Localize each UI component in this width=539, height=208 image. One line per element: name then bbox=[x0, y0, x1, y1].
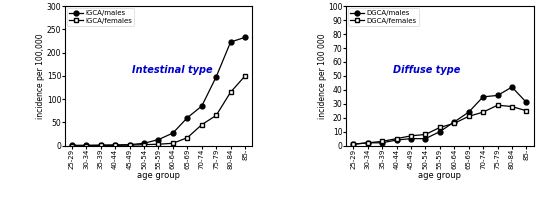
DGCA/males bbox=[350, 143, 356, 145]
IGCA/females bbox=[184, 136, 191, 139]
IGCA/males bbox=[98, 144, 104, 146]
Line: DGCA/males: DGCA/males bbox=[351, 85, 529, 147]
DGCA/males bbox=[364, 142, 371, 144]
IGCA/females bbox=[112, 144, 119, 147]
DGCA/males bbox=[466, 111, 472, 113]
DGCA/females bbox=[451, 122, 458, 125]
DGCA/females bbox=[407, 135, 414, 137]
IGCA/females bbox=[126, 144, 133, 146]
IGCA/males bbox=[83, 144, 89, 147]
DGCA/females bbox=[523, 109, 530, 112]
IGCA/females bbox=[198, 123, 205, 126]
DGCA/females bbox=[437, 126, 443, 129]
X-axis label: age group: age group bbox=[137, 171, 180, 180]
DGCA/females bbox=[466, 115, 472, 118]
DGCA/females bbox=[494, 104, 501, 106]
IGCA/males bbox=[141, 142, 147, 145]
IGCA/males bbox=[170, 132, 176, 134]
DGCA/females bbox=[393, 137, 400, 140]
DGCA/males bbox=[494, 94, 501, 97]
Legend: IGCA/males, IGCA/females: IGCA/males, IGCA/females bbox=[67, 8, 134, 26]
X-axis label: age group: age group bbox=[418, 171, 461, 180]
IGCA/females bbox=[98, 144, 104, 147]
IGCA/females bbox=[170, 142, 176, 145]
Line: IGCA/females: IGCA/females bbox=[70, 73, 247, 148]
DGCA/males bbox=[523, 101, 530, 104]
Line: IGCA/males: IGCA/males bbox=[70, 35, 247, 148]
DGCA/females bbox=[364, 142, 371, 144]
Line: DGCA/females: DGCA/females bbox=[351, 103, 529, 147]
DGCA/males bbox=[379, 142, 385, 144]
DGCA/females bbox=[379, 140, 385, 143]
IGCA/females bbox=[155, 143, 162, 145]
DGCA/females bbox=[509, 105, 515, 108]
IGCA/females bbox=[213, 114, 219, 117]
DGCA/males bbox=[393, 139, 400, 141]
Y-axis label: incidence per 100,000: incidence per 100,000 bbox=[36, 33, 45, 119]
DGCA/males bbox=[437, 130, 443, 133]
Y-axis label: incidence per 100 000: incidence per 100 000 bbox=[317, 33, 327, 119]
IGCA/males bbox=[213, 76, 219, 78]
IGCA/males bbox=[112, 144, 119, 146]
IGCA/females bbox=[141, 144, 147, 146]
IGCA/males bbox=[68, 144, 75, 147]
DGCA/females bbox=[422, 133, 429, 136]
Legend: DGCA/males, DGCA/females: DGCA/males, DGCA/females bbox=[348, 8, 419, 26]
DGCA/males bbox=[509, 86, 515, 88]
IGCA/males bbox=[242, 36, 248, 39]
Text: Diffuse type: Diffuse type bbox=[393, 65, 460, 75]
DGCA/males bbox=[422, 137, 429, 140]
IGCA/females bbox=[83, 144, 89, 147]
IGCA/males bbox=[126, 144, 133, 146]
IGCA/males bbox=[198, 105, 205, 107]
IGCA/males bbox=[155, 138, 162, 141]
DGCA/females bbox=[350, 143, 356, 145]
IGCA/females bbox=[242, 75, 248, 77]
DGCA/females bbox=[480, 111, 486, 113]
IGCA/females bbox=[227, 91, 234, 93]
DGCA/males bbox=[407, 137, 414, 140]
IGCA/females bbox=[68, 144, 75, 147]
DGCA/males bbox=[451, 121, 458, 123]
IGCA/males bbox=[184, 116, 191, 119]
Text: Intestinal type: Intestinal type bbox=[132, 65, 213, 75]
IGCA/males bbox=[227, 41, 234, 43]
DGCA/males bbox=[480, 95, 486, 98]
